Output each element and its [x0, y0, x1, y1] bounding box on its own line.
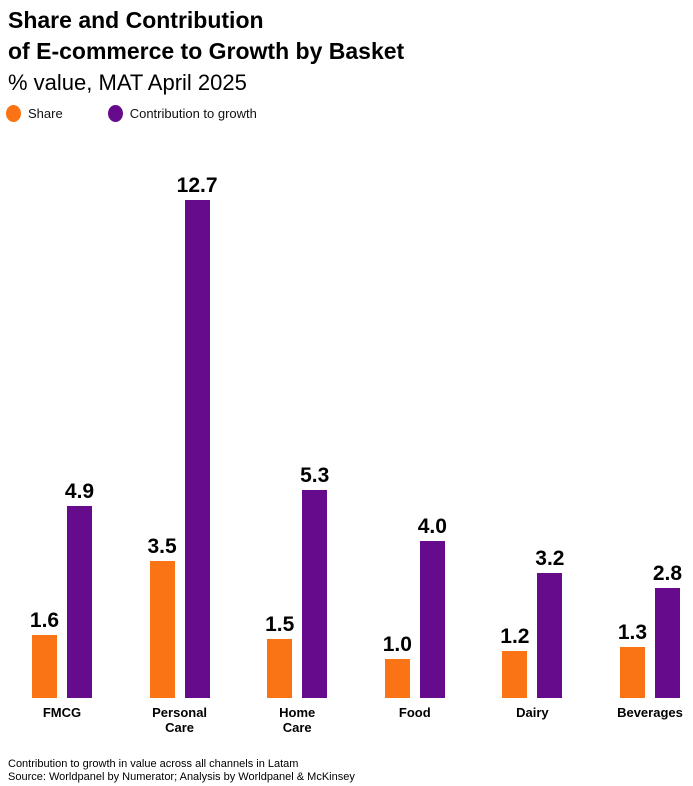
- bar-group-fmcg: 1.6 4.9 FMCG: [29, 170, 95, 735]
- share-bar-column: 3.5: [147, 534, 177, 698]
- footnote: Contribution to growth in value across a…: [8, 758, 299, 770]
- share-bar: [267, 639, 293, 698]
- bar-pair: 3.5 12.7: [147, 170, 218, 698]
- contribution-bar: [419, 541, 445, 698]
- share-bar: [384, 658, 410, 698]
- source-note: Source: Worldpanel by Numerator; Analysi…: [8, 771, 355, 783]
- contribution-bar-column: 5.3: [300, 464, 330, 698]
- share-bar-column: 1.0: [382, 632, 412, 698]
- contribution-bar-column: 12.7: [177, 174, 218, 698]
- contribution-value-label: 12.7: [176, 174, 218, 198]
- bar-group-personal-care: 3.5 12.7 Personal Care: [147, 170, 218, 735]
- share-bar: [149, 560, 175, 698]
- category-label-home-care: Home Care: [279, 705, 316, 735]
- contribution-bar: [654, 588, 680, 698]
- bar-pair: 1.3 2.8: [617, 170, 683, 698]
- contribution-value-label: 5.3: [300, 464, 330, 488]
- share-bar: [32, 635, 57, 698]
- contribution-bar-column: 4.0: [417, 515, 447, 698]
- chart-subtitle: % value, MAT April 2025: [8, 70, 247, 95]
- contribution-legend-label: Contribution to growth: [129, 106, 257, 121]
- contribution-bar-column: 4.9: [64, 479, 95, 698]
- bar-pair: 1.5 5.3: [265, 170, 330, 698]
- share-value-label: 1.3: [617, 621, 648, 645]
- chart-groups: 1.6 4.9 FMCG 3.5 12.7 Personal Care 1.5 5.3 Home…: [29, 170, 683, 735]
- contribution-bar: [67, 505, 92, 698]
- contribution-value-label: 4.9: [64, 479, 95, 503]
- bar-group-dairy: 1.2 3.2 Dairy: [500, 170, 565, 735]
- share-value-label: 1.2: [500, 624, 530, 648]
- category-label-food: Food: [398, 705, 431, 720]
- bar-pair: 1.2 3.2: [500, 170, 565, 698]
- category-label-dairy: Dairy: [516, 705, 549, 720]
- legend-item-share: Share: [6, 105, 63, 122]
- contribution-value-label: 3.2: [535, 546, 565, 570]
- share-value-label: 3.5: [147, 534, 177, 558]
- share-legend-label: Share: [28, 106, 63, 121]
- share-bar-column: 1.6: [29, 609, 60, 698]
- category-label-fmcg: FMCG: [42, 705, 82, 720]
- share-value-label: 1.0: [382, 632, 412, 656]
- category-label-personal-care: Personal Care: [152, 705, 208, 735]
- share-legend-dot-icon: [6, 105, 21, 122]
- share-bar-column: 1.5: [265, 613, 295, 698]
- bar-pair: 1.6 4.9: [29, 170, 95, 698]
- legend: Share Contribution to growth: [6, 105, 257, 122]
- bar-pair: 1.0 4.0: [382, 170, 447, 698]
- contribution-value-label: 2.8: [652, 562, 683, 586]
- contribution-bar: [537, 572, 563, 698]
- legend-item-contribution: Contribution to growth: [107, 105, 257, 122]
- bar-group-beverages: 1.3 2.8 Beverages: [617, 170, 683, 735]
- contribution-bar-column: 3.2: [535, 546, 565, 698]
- chart-title-line2: of E-commerce to Growth by Basket: [8, 38, 405, 64]
- share-bar-column: 1.2: [500, 624, 530, 698]
- bar-group-food: 1.0 4.0 Food: [382, 170, 447, 735]
- category-label-beverages: Beverages: [617, 705, 683, 720]
- contribution-bar: [184, 200, 210, 698]
- share-value-label: 1.5: [265, 613, 295, 637]
- chart-header: Share and Contribution of E-commerce to …: [8, 5, 404, 96]
- contribution-value-label: 4.0: [417, 515, 447, 539]
- share-bar: [502, 650, 528, 698]
- chart-footnotes: Contribution to growth in value across a…: [8, 758, 355, 784]
- contribution-bar-column: 2.8: [652, 562, 683, 698]
- share-bar-column: 1.3: [617, 621, 648, 698]
- share-value-label: 1.6: [29, 609, 60, 633]
- contribution-bar: [302, 490, 328, 698]
- bar-group-home-care: 1.5 5.3 Home Care: [265, 170, 330, 735]
- contribution-legend-dot-icon: [107, 105, 123, 122]
- chart-title-line1: Share and Contribution: [8, 7, 264, 33]
- share-bar: [619, 647, 645, 698]
